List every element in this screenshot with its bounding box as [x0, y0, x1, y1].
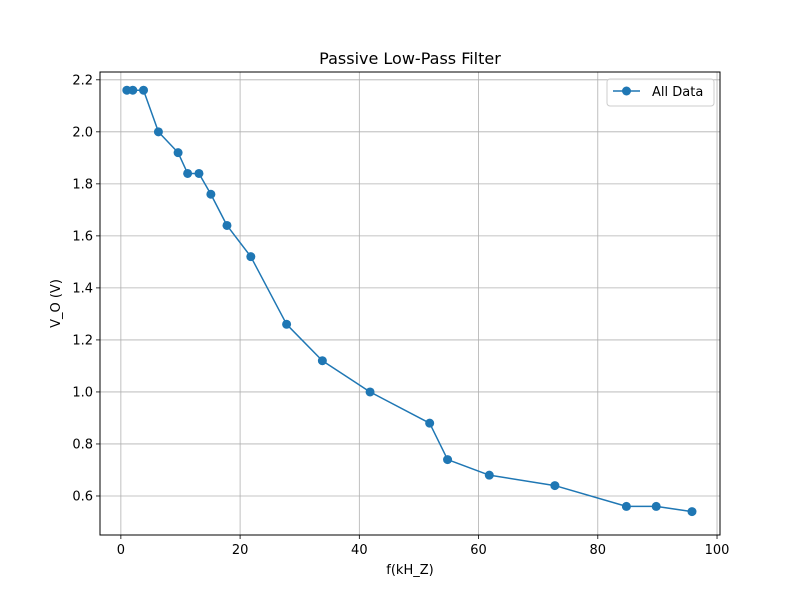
x-tick-label: 60: [470, 543, 487, 558]
data-point: [246, 252, 256, 262]
x-tick-label: 0: [117, 543, 125, 558]
x-axis-ticks: 0 20 40 60 80 100: [117, 535, 730, 558]
data-point: [194, 168, 204, 178]
series-layer: [122, 85, 697, 517]
x-tick-label: 20: [232, 543, 249, 558]
y-tick-label: 1.2: [72, 333, 93, 348]
data-point: [139, 85, 149, 95]
data-point: [222, 220, 232, 230]
data-point: [206, 189, 216, 199]
data-point: [365, 387, 375, 397]
series-line: [126, 89, 693, 513]
y-tick-label: 2.0: [72, 125, 93, 140]
plot-area: [100, 72, 720, 535]
x-tick-label: 80: [590, 543, 607, 558]
legend-box: [606, 78, 715, 107]
y-tick-label: 1.4: [72, 281, 93, 296]
y-tick-label: 1.0: [72, 385, 93, 400]
data-point: [443, 455, 453, 465]
data-point: [282, 319, 292, 329]
y-tick-label: 0.6: [72, 489, 93, 504]
y-axis-ticks: 0.6 0.8 1.0 1.2 1.4 1.6 1.8 2.0 2.2: [72, 73, 100, 504]
data-point: [183, 168, 193, 178]
data-point: [484, 470, 494, 480]
data-point: [687, 507, 697, 517]
data-point: [173, 148, 183, 158]
data-point: [651, 501, 661, 511]
data-point: [425, 418, 435, 428]
legend: All Data: [606, 78, 715, 107]
legend-label: All Data: [652, 85, 703, 100]
y-tick-label: 1.8: [72, 177, 93, 192]
x-tick-label: 100: [705, 543, 730, 558]
y-tick-label: 1.6: [72, 229, 93, 244]
y-tick-label: 2.2: [72, 73, 93, 88]
grid: [100, 72, 720, 535]
y-tick-label: 0.8: [72, 437, 93, 452]
x-axis-label: f(kH_Z): [386, 563, 433, 578]
data-point: [550, 481, 560, 491]
legend-marker-sample: [622, 86, 631, 96]
data-point: [317, 356, 327, 366]
y-axis-label: V_O (V): [49, 279, 64, 328]
plot-frame: [99, 71, 721, 536]
data-point: [621, 501, 631, 511]
chart-title: Passive Low-Pass Filter: [319, 49, 501, 68]
data-point: [128, 85, 138, 95]
data-point: [153, 127, 163, 137]
x-tick-label: 40: [351, 543, 368, 558]
